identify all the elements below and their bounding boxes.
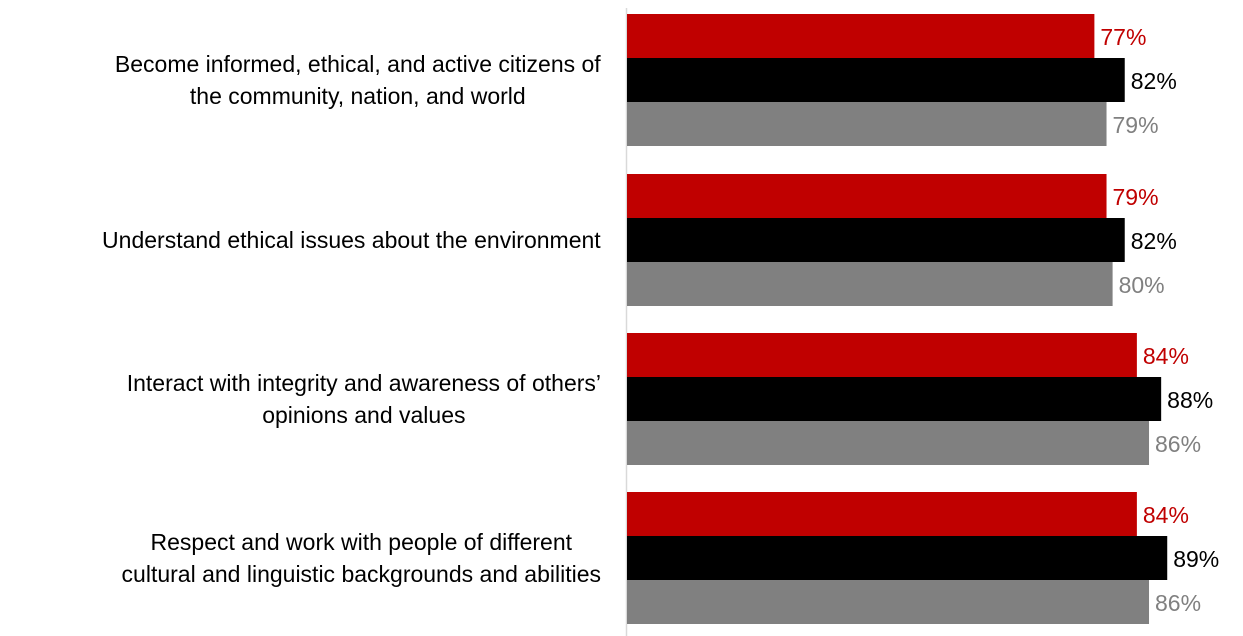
bar (627, 58, 1125, 102)
data-labels: 77% 82% 79% 79% 82% 80% 84% 88% 86% 84% 89% 86% (1100, 24, 1219, 616)
category-label: Become informed, ethical, and active cit… (115, 51, 601, 109)
data-label: 82% (1131, 68, 1177, 94)
data-label: 79% (1113, 112, 1159, 138)
bar (627, 333, 1137, 377)
data-label: 86% (1155, 590, 1201, 616)
data-label: 82% (1131, 228, 1177, 254)
category-label: Respect and work with people of differen… (122, 529, 601, 587)
data-label: 77% (1100, 24, 1146, 50)
bar (627, 262, 1113, 306)
category-label-line: opinions and values (262, 402, 465, 428)
category-labels: Become informed, ethical, and active cit… (102, 51, 601, 587)
category-label-line: cultural and linguistic backgrounds and … (122, 561, 601, 587)
bar (627, 14, 1095, 58)
bar (627, 218, 1125, 262)
bar (627, 377, 1162, 421)
bar (627, 102, 1107, 146)
bar (627, 492, 1137, 536)
bar (627, 580, 1150, 624)
data-label: 80% (1119, 272, 1165, 298)
data-label: 88% (1167, 387, 1213, 413)
data-label: 89% (1173, 546, 1219, 572)
category-label-line: Understand ethical issues about the envi… (102, 227, 601, 253)
data-label: 86% (1155, 431, 1201, 457)
bar (627, 536, 1168, 580)
data-label: 84% (1143, 502, 1189, 528)
category-label-line: the community, nation, and world (190, 83, 526, 109)
bar (627, 174, 1107, 218)
category-label: Understand ethical issues about the envi… (102, 227, 601, 253)
category-label-line: Respect and work with people of differen… (151, 529, 573, 555)
data-label: 79% (1113, 184, 1159, 210)
bar (627, 421, 1150, 465)
bars (627, 14, 1168, 624)
category-label: Interact with integrity and awareness of… (127, 370, 601, 428)
data-label: 84% (1143, 343, 1189, 369)
category-label-line: Become informed, ethical, and active cit… (115, 51, 601, 77)
category-label-line: Interact with integrity and awareness of… (127, 370, 601, 396)
